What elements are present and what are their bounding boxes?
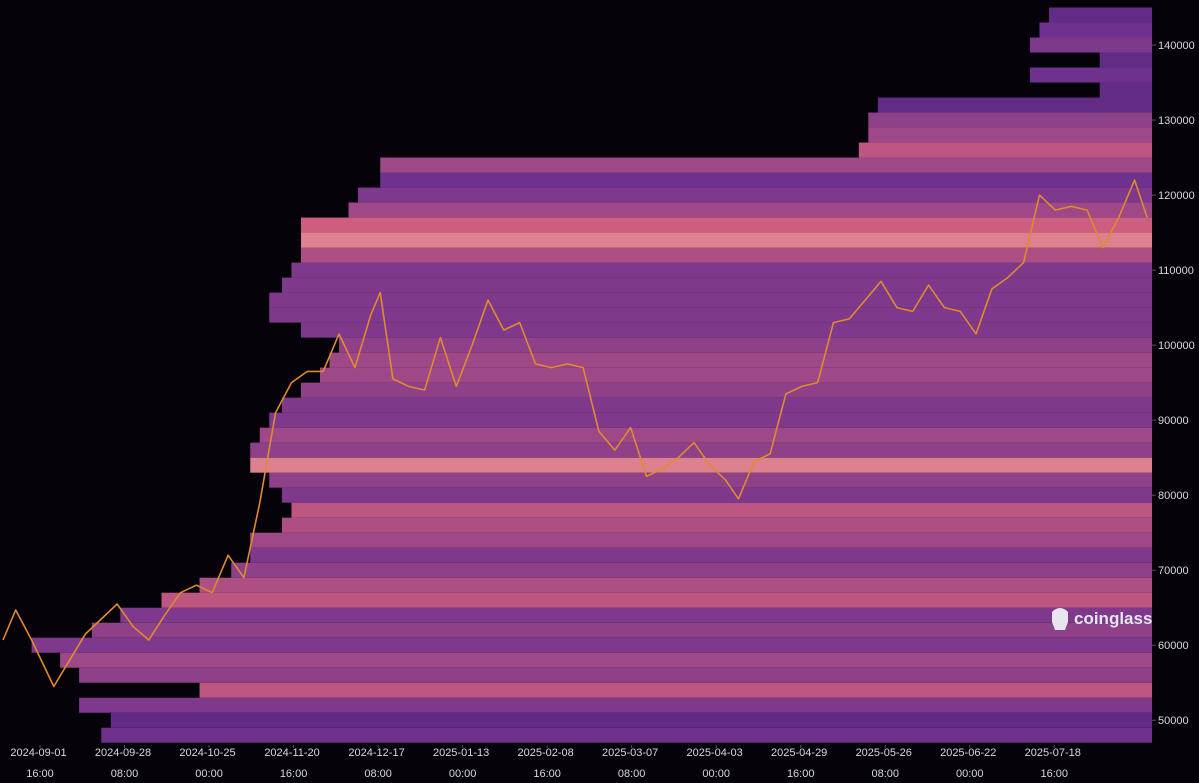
heat-band	[300, 232, 1152, 248]
heat-band	[60, 652, 1152, 668]
price-line	[2, 179, 1148, 688]
heat-band	[281, 397, 1153, 413]
heat-band	[269, 307, 1152, 323]
y-tick-label: 80000	[1158, 490, 1189, 502]
x-tick-label: 2024-09-01 16:00	[10, 747, 69, 780]
x-tick-label: 2025-01-13 00:00	[433, 747, 492, 780]
heat-band	[300, 382, 1152, 398]
logo-icon	[1052, 608, 1068, 630]
heat-band	[120, 607, 1152, 623]
heat-band	[199, 682, 1153, 698]
x-tick-label: 2025-02-08 16:00	[517, 747, 576, 780]
heat-band	[31, 637, 1152, 653]
heat-band	[877, 97, 1152, 113]
heat-band	[250, 547, 1153, 563]
heat-band	[858, 142, 1152, 158]
heat-band	[161, 592, 1152, 608]
x-tick-label: 2024-12-17 08:00	[348, 747, 407, 780]
x-tick-label: 2025-04-29 16:00	[771, 747, 830, 780]
y-tick-label: 110000	[1158, 265, 1194, 277]
heat-band	[329, 352, 1152, 368]
heat-band	[380, 172, 1153, 188]
axes: 50000 60000 70000 80000 90000 100000 110000 120…	[10, 40, 1194, 780]
x-tick-label: 2025-05-26 08:00	[856, 747, 915, 780]
heat-band	[259, 427, 1152, 443]
y-tick-label: 120000	[1158, 190, 1195, 202]
heat-band	[1029, 67, 1152, 83]
heat-band	[250, 457, 1153, 473]
y-tick-label: 90000	[1158, 415, 1189, 427]
heat-band	[281, 277, 1153, 293]
heat-band	[339, 337, 1152, 353]
heatmap	[31, 7, 1153, 743]
x-tick-label: 2025-07-18 16:00	[1025, 747, 1084, 780]
heat-band	[358, 187, 1152, 203]
x-tick-label: 2024-11-20 16:00	[264, 747, 323, 780]
heat-band	[300, 247, 1152, 263]
heat-band	[348, 202, 1152, 218]
x-tick-label: 2025-06-22 00:00	[940, 747, 999, 780]
x-tick-label: 2025-04-03 00:00	[687, 747, 746, 780]
y-tick-label: 140000	[1158, 40, 1195, 52]
x-tick-label: 2024-10-25 00:00	[179, 747, 238, 780]
heat-band	[1099, 82, 1152, 98]
heat-band	[1029, 37, 1152, 53]
heat-band	[1099, 52, 1152, 68]
heat-band	[101, 727, 1153, 743]
x-tick-label: 2024-09-28 08:00	[95, 747, 154, 780]
y-tick-label: 70000	[1158, 565, 1189, 577]
heat-band	[291, 502, 1153, 518]
watermark-logo: coinglass	[1052, 608, 1152, 630]
heat-band	[269, 472, 1152, 488]
price-layer	[2, 179, 1148, 688]
heat-band	[281, 517, 1153, 533]
heat-band	[269, 292, 1152, 308]
heat-band	[281, 487, 1153, 503]
heat-band	[380, 157, 1153, 173]
heat-band	[291, 262, 1153, 278]
heat-band	[250, 442, 1153, 458]
x-tick-label: 2025-03-07 08:00	[602, 747, 661, 780]
heat-band	[1048, 7, 1152, 23]
heat-band	[269, 412, 1152, 428]
heat-band	[868, 127, 1152, 143]
heat-band	[199, 577, 1153, 593]
heat-band	[231, 562, 1152, 578]
heat-band	[79, 667, 1153, 683]
heat-band	[319, 367, 1152, 383]
y-tick-label: 130000	[1158, 115, 1195, 127]
heat-band	[868, 112, 1152, 128]
heat-band	[300, 322, 1152, 338]
y-tick-label: 50000	[1158, 715, 1189, 727]
heat-band	[91, 622, 1153, 638]
watermark: coinglass	[1074, 609, 1152, 628]
heat-band	[110, 712, 1152, 728]
y-tick-label: 100000	[1158, 340, 1195, 352]
heat-band	[1039, 22, 1152, 38]
heat-band	[300, 217, 1152, 233]
heat-band	[250, 532, 1153, 548]
y-tick-label: 60000	[1158, 640, 1189, 652]
heat-band	[79, 697, 1153, 713]
